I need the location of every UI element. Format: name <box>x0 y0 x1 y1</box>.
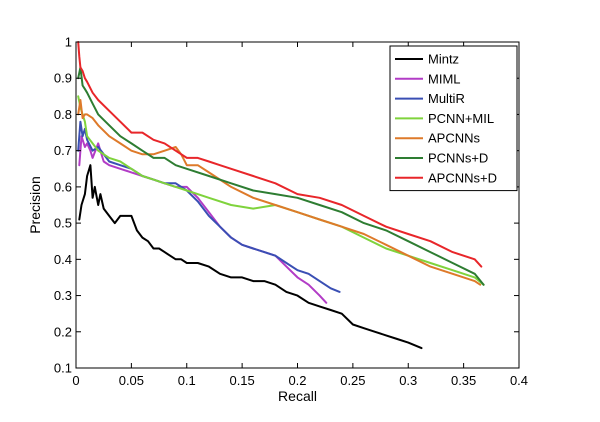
y-tick-label: 1 <box>65 35 72 50</box>
y-tick-label: 0.5 <box>54 216 72 231</box>
legend-label: MIML <box>428 71 461 86</box>
y-tick-label: 0.7 <box>54 143 72 158</box>
x-tick-label: 0.2 <box>288 373 306 388</box>
y-tick-label: 0.1 <box>54 361 72 376</box>
series-line-apcnns-d <box>77 41 483 268</box>
y-tick-label: 0.2 <box>54 324 72 339</box>
x-tick-label: 0.4 <box>510 373 528 388</box>
legend-label: MultiR <box>428 91 465 106</box>
ticks-layer: 0 0.05 0.1 0.15 0.2 0.25 0.3 0.35 0.4 0.1 0.2 0.3 0.… <box>54 35 528 389</box>
series-layer <box>77 41 485 350</box>
legend-label: Mintz <box>428 52 459 67</box>
y-tick-label: 0.9 <box>54 71 72 86</box>
y-tick-label: 0.6 <box>54 179 72 194</box>
x-tick-label: 0 <box>72 373 79 388</box>
legend-label: APCNNs <box>428 131 481 146</box>
y-axis-label: Precision <box>27 176 43 234</box>
legend-label: PCNN+MIL <box>428 111 494 126</box>
y-tick-label: 0.8 <box>54 107 72 122</box>
series-line-pcnns-d <box>77 66 485 286</box>
y-tick-label: 0.4 <box>54 252 72 267</box>
y-tick-label: 0.3 <box>54 288 72 303</box>
x-tick-label: 0.15 <box>229 373 254 388</box>
x-tick-label: 0.1 <box>178 373 196 388</box>
legend: Mintz MIML MultiR PCNN+MIL APCNNs PCNNs+D APCN… <box>389 45 518 192</box>
x-axis-label: Recall <box>278 388 317 404</box>
series-line-apcnns <box>77 99 482 286</box>
x-tick-label: 0.3 <box>399 373 417 388</box>
x-tick-label: 0.25 <box>340 373 365 388</box>
series-line-mintz <box>78 164 423 350</box>
legend-label: APCNNs+D <box>428 170 497 185</box>
x-tick-label: 0.05 <box>119 373 144 388</box>
legend-label: PCNNs+D <box>428 151 488 166</box>
series-line-pcnn-mil <box>77 95 485 286</box>
x-tick-label: 0.35 <box>451 373 476 388</box>
